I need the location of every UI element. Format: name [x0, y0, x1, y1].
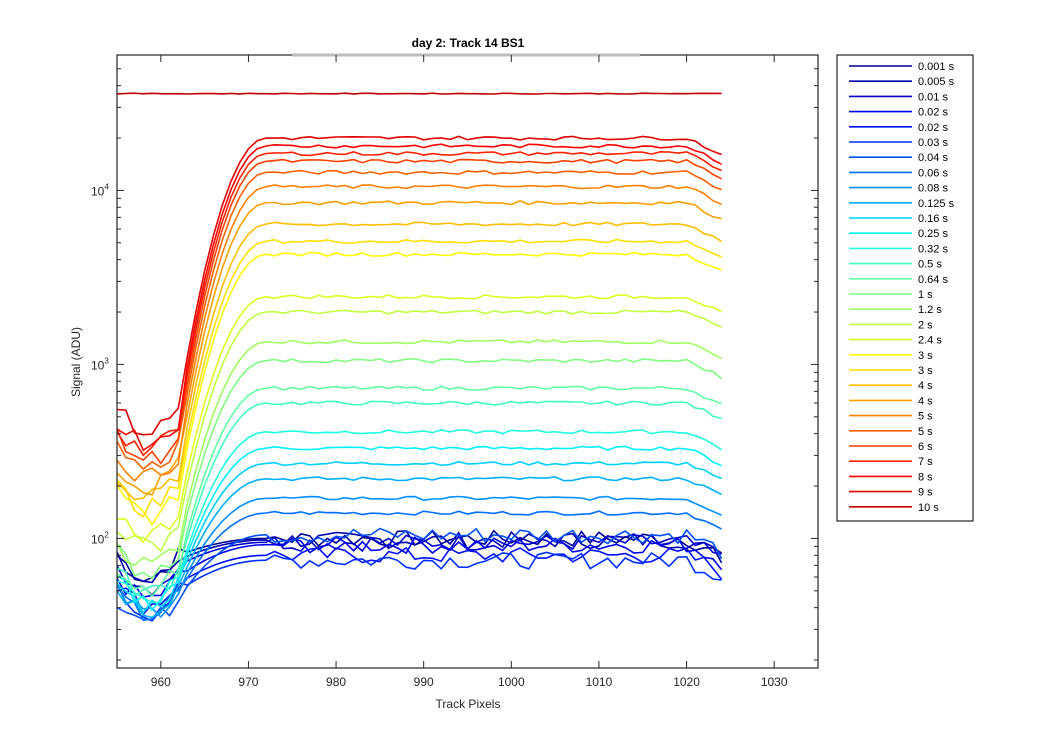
series-line: [117, 460, 722, 615]
series-line: [117, 530, 723, 584]
series-line: [117, 309, 722, 553]
series-line: [117, 294, 722, 544]
series-line: [117, 199, 722, 496]
series-line: [117, 158, 722, 465]
x-tick-label: 990: [414, 675, 434, 689]
legend-label: 0.32 s: [918, 243, 948, 255]
series-line: [117, 150, 722, 457]
series-line: [117, 551, 722, 622]
legend-label: 2 s: [918, 319, 933, 331]
legend-label: 0.005 s: [918, 76, 955, 88]
legend-label: 0.04 s: [918, 152, 948, 164]
legend-label: 6 s: [918, 441, 933, 453]
chart-title: day 2: Track 14 BS1: [412, 36, 525, 50]
series-line: [117, 169, 722, 471]
series-line: [117, 339, 722, 567]
x-tick-label: 960: [151, 675, 171, 689]
y-axis-label: Signal (ADU): [69, 327, 83, 397]
legend-label: 5 s: [918, 426, 933, 438]
legend-label: 3 s: [918, 350, 933, 362]
legend-label: 0.125 s: [918, 198, 955, 210]
series-line: [117, 527, 723, 621]
legend-label: 0.02 s: [918, 122, 948, 134]
series-line: [117, 358, 723, 580]
legend-label: 0.02 s: [918, 107, 948, 119]
legend-label: 0.06 s: [918, 167, 948, 179]
series-line: [117, 529, 723, 583]
series-line: [117, 429, 723, 604]
legend-label: 0.001 s: [918, 61, 955, 73]
series-line: [117, 400, 722, 597]
x-tick-label: 980: [326, 675, 346, 689]
legend-label: 10 s: [918, 502, 939, 514]
series-line: [117, 476, 722, 619]
series-line: [117, 184, 722, 482]
series-line: [117, 510, 722, 622]
legend-label: 1 s: [918, 289, 933, 301]
legend-label: 4 s: [918, 395, 933, 407]
legend-box: [836, 54, 974, 522]
x-tick-label: 970: [238, 675, 258, 689]
legend-label: 0.01 s: [918, 91, 948, 103]
legend-label: 2.4 s: [918, 335, 942, 347]
x-axis-label: Track Pixels: [436, 697, 501, 711]
legend-label: 3 s: [918, 365, 933, 377]
legend-label: 0.64 s: [918, 274, 948, 286]
series-line: [117, 546, 723, 616]
series-line: [117, 221, 723, 501]
series-line: [117, 251, 722, 527]
series-line: [117, 445, 722, 612]
series-line: [117, 92, 722, 95]
series-line: [117, 143, 722, 452]
x-tick-label: 1020: [673, 675, 700, 689]
legend-label: 7 s: [918, 456, 933, 468]
legend-label: 0.5 s: [918, 259, 942, 271]
legend-label: 5 s: [918, 411, 933, 423]
series-line: [117, 534, 722, 597]
x-tick-label: 1030: [761, 675, 788, 689]
x-tick-label: 1000: [498, 675, 525, 689]
legend-label: 0.08 s: [918, 183, 948, 195]
series-line: [117, 135, 722, 436]
legend-label: 8 s: [918, 471, 933, 483]
legend-label: 0.16 s: [918, 213, 948, 225]
legend-label: 0.25 s: [918, 228, 948, 240]
x-tick-label: 1010: [586, 675, 613, 689]
legend-label: 1.2 s: [918, 304, 942, 316]
legend: 0.001 s 0.005 s 0.01 s 0.02 s 0.02 s 0.03 s 0.…: [836, 54, 974, 522]
legend-label: 4 s: [918, 380, 933, 392]
legend-label: 9 s: [918, 487, 933, 499]
series-line: [117, 238, 722, 518]
series-line: [117, 495, 722, 619]
series-lines: [117, 92, 723, 622]
series-line: [117, 385, 722, 598]
legend-label: 0.03 s: [918, 137, 948, 149]
